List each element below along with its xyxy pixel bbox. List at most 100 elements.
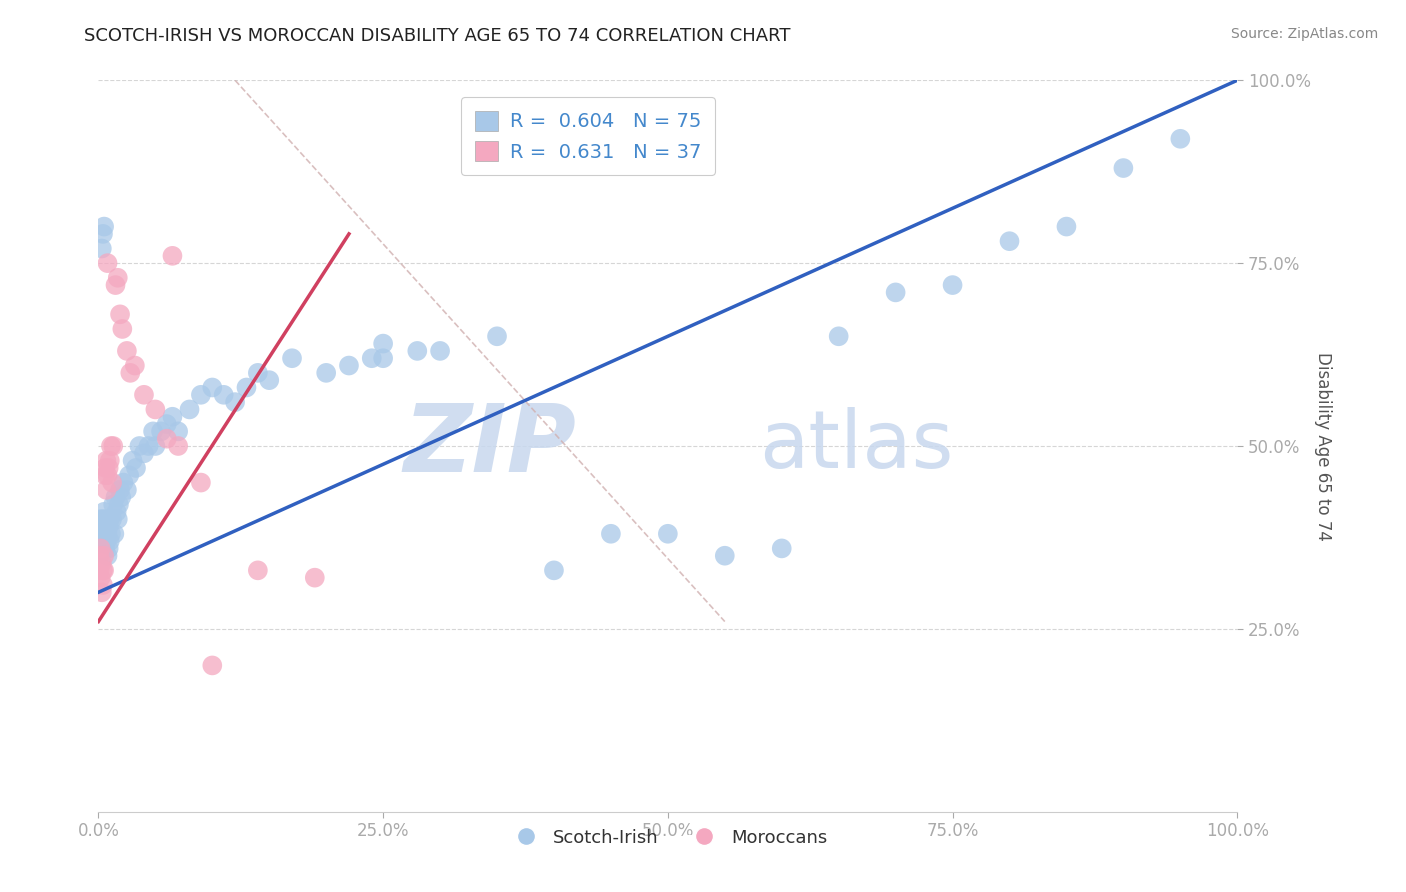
Moroccans	[156, 432, 179, 446]
Scotch-Irish	[429, 343, 451, 358]
Scotch-Irish	[315, 366, 337, 380]
Moroccans	[90, 585, 112, 599]
Scotch-Irish	[96, 512, 118, 526]
Scotch-Irish	[224, 395, 246, 409]
Scotch-Irish	[90, 526, 112, 541]
Moroccans	[91, 578, 114, 592]
Scotch-Irish	[91, 534, 114, 549]
Text: atlas: atlas	[759, 407, 953, 485]
Scotch-Irish	[94, 541, 117, 556]
Moroccans	[120, 366, 142, 380]
Moroccans	[91, 563, 114, 577]
Scotch-Irish	[162, 409, 184, 424]
Scotch-Irish	[98, 534, 121, 549]
Moroccans	[162, 249, 184, 263]
Scotch-Irish	[107, 512, 129, 526]
Moroccans	[107, 270, 129, 285]
Scotch-Irish	[101, 512, 124, 526]
Moroccans	[96, 256, 118, 270]
Scotch-Irish	[770, 541, 793, 556]
Moroccans	[98, 453, 121, 467]
Scotch-Irish	[90, 512, 112, 526]
Scotch-Irish	[90, 534, 112, 549]
Scotch-Irish	[235, 380, 257, 394]
Scotch-Irish	[657, 526, 679, 541]
Scotch-Irish	[108, 498, 131, 512]
Scotch-Irish	[884, 285, 907, 300]
Scotch-Irish	[132, 446, 155, 460]
Moroccans	[96, 453, 118, 467]
Scotch-Irish	[105, 505, 128, 519]
Scotch-Irish	[115, 483, 138, 497]
Scotch-Irish	[138, 439, 160, 453]
Moroccans	[93, 549, 115, 563]
Moroccans	[94, 468, 117, 483]
Moroccans	[124, 359, 146, 373]
Scotch-Irish	[406, 343, 429, 358]
Scotch-Irish	[190, 388, 212, 402]
Scotch-Irish	[1112, 161, 1135, 175]
Moroccans	[104, 278, 127, 293]
Scotch-Irish	[90, 242, 112, 256]
Moroccans	[132, 388, 155, 402]
Moroccans	[89, 563, 111, 577]
Scotch-Irish	[201, 380, 224, 394]
Moroccans	[89, 549, 111, 563]
Scotch-Irish	[104, 490, 127, 504]
Scotch-Irish	[145, 439, 167, 453]
Scotch-Irish	[942, 278, 965, 293]
Scotch-Irish	[93, 505, 115, 519]
Scotch-Irish	[1054, 219, 1078, 234]
Scotch-Irish	[93, 219, 115, 234]
Scotch-Irish	[150, 425, 173, 439]
Moroccans	[97, 461, 120, 475]
Moroccans	[93, 563, 115, 577]
Scotch-Irish	[118, 468, 141, 483]
Moroccans	[145, 402, 167, 417]
Scotch-Irish	[108, 483, 131, 497]
Scotch-Irish	[91, 512, 114, 526]
Text: Source: ZipAtlas.com: Source: ZipAtlas.com	[1230, 27, 1378, 41]
Scotch-Irish	[110, 490, 132, 504]
Scotch-Irish	[96, 534, 118, 549]
Scotch-Irish	[486, 329, 509, 343]
Scotch-Irish	[156, 417, 179, 431]
Moroccans	[190, 475, 212, 490]
Moroccans	[90, 541, 112, 556]
Scotch-Irish	[91, 227, 114, 241]
Scotch-Irish	[93, 526, 115, 541]
Moroccans	[111, 322, 134, 336]
Scotch-Irish	[828, 329, 851, 343]
Scotch-Irish	[103, 526, 125, 541]
Moroccans	[201, 658, 224, 673]
Scotch-Irish	[998, 234, 1021, 248]
Scotch-Irish	[112, 475, 135, 490]
Scotch-Irish	[98, 512, 121, 526]
Moroccans	[101, 475, 124, 490]
Scotch-Irish	[100, 526, 122, 541]
Text: ZIP: ZIP	[404, 400, 576, 492]
Scotch-Irish	[179, 402, 201, 417]
Moroccans	[103, 439, 125, 453]
Text: SCOTCH-IRISH VS MOROCCAN DISABILITY AGE 65 TO 74 CORRELATION CHART: SCOTCH-IRISH VS MOROCCAN DISABILITY AGE …	[84, 27, 790, 45]
Scotch-Irish	[94, 519, 117, 533]
Scotch-Irish	[90, 541, 112, 556]
Scotch-Irish	[714, 549, 737, 563]
Moroccans	[96, 468, 118, 483]
Scotch-Irish	[96, 549, 118, 563]
Moroccans	[246, 563, 269, 577]
Scotch-Irish	[1170, 132, 1192, 146]
Moroccans	[90, 556, 112, 570]
Scotch-Irish	[371, 336, 394, 351]
Scotch-Irish	[97, 541, 120, 556]
Scotch-Irish	[259, 373, 281, 387]
Moroccans	[96, 483, 118, 497]
Scotch-Irish	[128, 439, 150, 453]
Moroccans	[90, 571, 112, 585]
Scotch-Irish	[103, 498, 125, 512]
Y-axis label: Disability Age 65 to 74: Disability Age 65 to 74	[1313, 351, 1331, 541]
Moroccans	[100, 439, 122, 453]
Scotch-Irish	[543, 563, 565, 577]
Moroccans	[94, 461, 117, 475]
Legend: Scotch-Irish, Moroccans: Scotch-Irish, Moroccans	[501, 822, 835, 854]
